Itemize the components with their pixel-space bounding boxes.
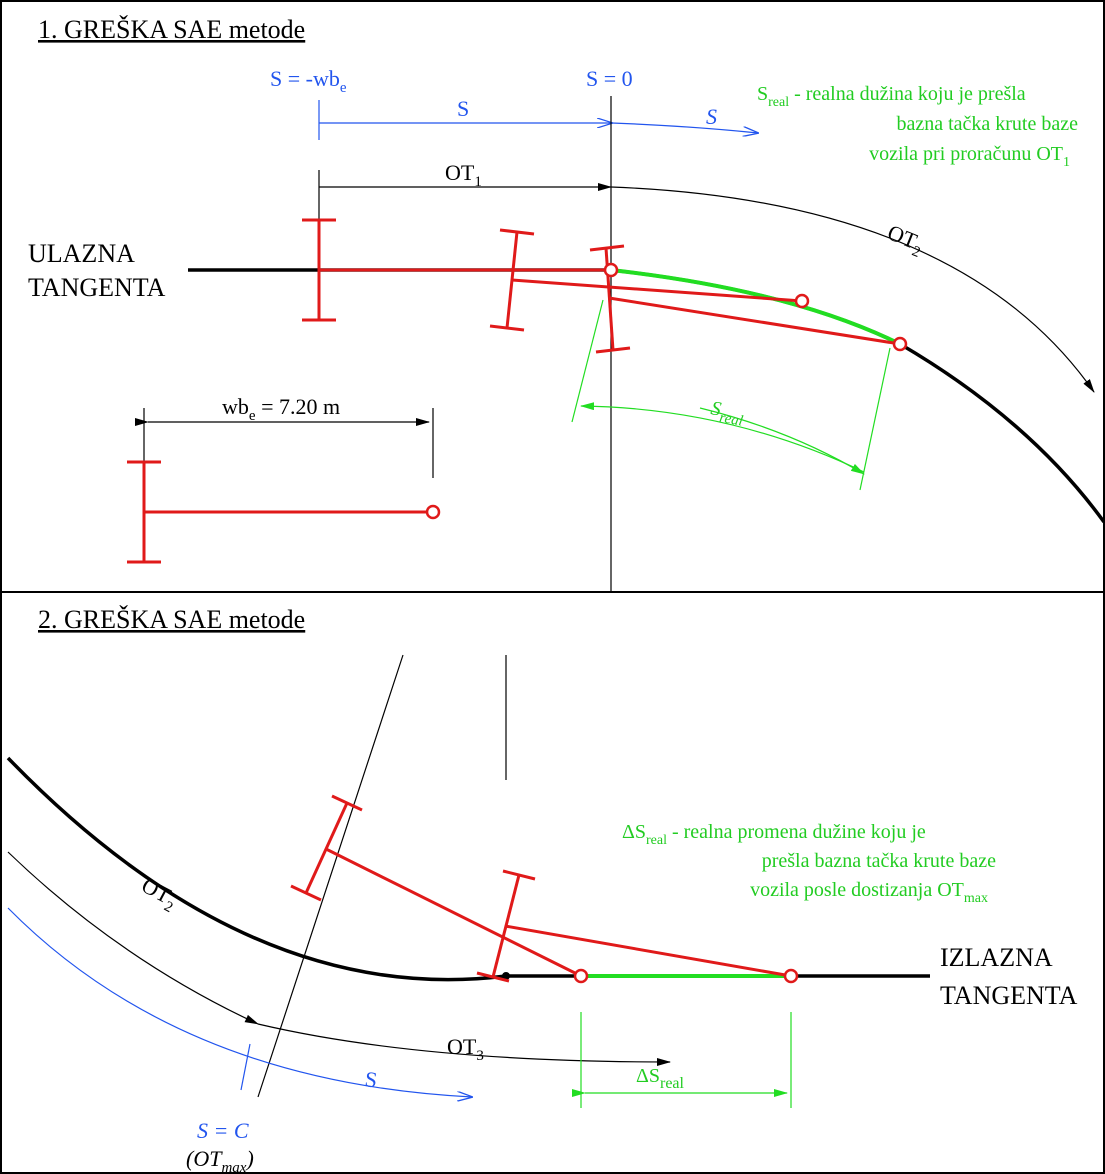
s-arc-arrow bbox=[611, 122, 758, 133]
vehicle-position-1 bbox=[302, 218, 611, 322]
entry-tangent-label-2: TANGENTA bbox=[28, 273, 166, 302]
exit-tangent-label-1: IZLAZNA bbox=[940, 943, 1053, 972]
sreal-dim-arc bbox=[580, 402, 865, 473]
base-point-3 bbox=[892, 336, 908, 352]
panel-2: 2. GREŠKA SAE metode IZLAZNA TANGENTA OT… bbox=[6, 605, 1078, 1174]
base-point-2 bbox=[794, 293, 810, 309]
note-dsreal-line-3: vozila posle dostizanja OTmax bbox=[750, 879, 988, 906]
note-sreal-line-1: Sreal - realna dužina koju je prešla bbox=[757, 83, 1026, 110]
label-ot-max: (OTmax) bbox=[186, 1146, 254, 1174]
vehicle-wheelbase-legend bbox=[127, 460, 433, 564]
note-dsreal-line-1: ΔSreal - realna promena dužine koju je bbox=[622, 821, 926, 848]
vehicle-position-4 bbox=[290, 794, 582, 978]
label-s-c: S = C bbox=[197, 1118, 249, 1143]
wb-base-point bbox=[425, 504, 441, 520]
vehicle-position-2 bbox=[489, 228, 803, 332]
exit-tangent-label-2: TANGENTA bbox=[940, 981, 1078, 1010]
label-s-mid: S bbox=[457, 96, 469, 121]
label-sreal-dim: Sreal bbox=[708, 397, 746, 429]
exit-curve-road bbox=[6, 756, 507, 982]
label-ot1: OT1 bbox=[445, 160, 482, 190]
note-sreal-line-2: bazna tačka krute baze bbox=[896, 113, 1078, 135]
label-s-zero: S = 0 bbox=[586, 66, 633, 91]
label-s-minus-wb: S = -wbe bbox=[270, 66, 347, 96]
label-ot3: OT3 bbox=[447, 1034, 484, 1064]
ot3-arc bbox=[257, 1023, 671, 1066]
note-dsreal-line-2: prešla bazna tačka krute baze bbox=[762, 850, 996, 872]
ot2-arc-panel-2 bbox=[7, 851, 259, 1025]
label-ot2: OT2 bbox=[882, 219, 927, 261]
base-point-5 bbox=[783, 968, 799, 984]
vehicle-position-3 bbox=[589, 244, 901, 354]
curve-end-point bbox=[502, 972, 510, 980]
sreal-dim-arc-end bbox=[699, 407, 865, 475]
panel-2-title: 2. GREŠKA SAE metode bbox=[38, 605, 305, 634]
note-sreal-line-3: vozila pri proračunu OT1 bbox=[869, 143, 1070, 170]
s-arc-panel-2 bbox=[7, 907, 472, 1097]
vehicle-position-5 bbox=[476, 869, 792, 983]
panel-1-title: 1. GREŠKA SAE metode bbox=[38, 15, 305, 44]
sreal-tick-left bbox=[571, 299, 604, 423]
radial-reference-line bbox=[257, 654, 404, 1098]
curve-road bbox=[610, 268, 1105, 524]
base-point-4 bbox=[573, 968, 589, 984]
label-dsreal-dim: ΔSreal bbox=[636, 1065, 685, 1092]
label-wheelbase: wbe = 7.20 m bbox=[222, 394, 340, 424]
base-point-1 bbox=[603, 262, 619, 278]
panel-1: 1. GREŠKA SAE metode S = -wbe S = 0 S S … bbox=[28, 15, 1105, 592]
ot2-arc bbox=[610, 186, 1095, 393]
s-c-reference-line bbox=[258, 655, 403, 692]
label-s-panel-2: S bbox=[363, 1066, 379, 1092]
s-c-tick bbox=[240, 1043, 251, 1091]
sreal-tick-right bbox=[859, 347, 891, 491]
real-path-curve bbox=[610, 268, 901, 346]
label-s-arc: S bbox=[706, 104, 717, 129]
entry-tangent-label-1: ULAZNA bbox=[28, 239, 135, 268]
